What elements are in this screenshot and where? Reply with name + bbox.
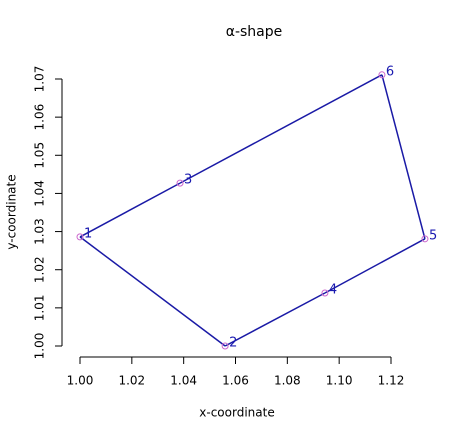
x-tick-label: 1.10 <box>326 374 353 388</box>
point <box>76 233 84 241</box>
y-tick-label: 1.00 <box>33 333 47 360</box>
point <box>176 179 184 187</box>
point-label: 1 <box>84 226 92 241</box>
edge <box>381 74 426 240</box>
y-tick-label: 1.05 <box>33 142 47 169</box>
edge <box>79 236 226 347</box>
chart-title: α-shape <box>226 24 283 40</box>
y-tick-label: 1.06 <box>33 104 47 131</box>
y-tick-label: 1.01 <box>33 294 47 321</box>
y-tick-label: 1.02 <box>33 256 47 283</box>
point-label: 2 <box>229 336 237 351</box>
y-tick-label: 1.07 <box>33 66 47 93</box>
x-tick-label: 1.12 <box>378 374 405 388</box>
x-tick-label: 1.06 <box>222 374 249 388</box>
edge <box>224 292 326 347</box>
x-tick-label: 1.04 <box>170 374 197 388</box>
x-tick-label: 1.02 <box>118 374 145 388</box>
edge <box>324 238 426 294</box>
y-axis-label: y-coordinate <box>5 174 19 249</box>
point <box>378 71 386 79</box>
edge <box>179 74 383 184</box>
point-label: 3 <box>184 173 192 188</box>
point-label: 6 <box>386 64 394 79</box>
y-tick-label: 1.04 <box>33 180 47 207</box>
x-tick-label: 1.00 <box>67 374 94 388</box>
point <box>221 342 229 350</box>
x-axis-label: x-coordinate <box>199 406 274 420</box>
point-label: 4 <box>329 282 337 297</box>
point <box>321 289 329 297</box>
y-tick-label: 1.03 <box>33 218 47 245</box>
x-tick-label: 1.08 <box>274 374 301 388</box>
point-label: 5 <box>429 228 437 243</box>
edge <box>79 182 181 238</box>
point <box>421 235 429 243</box>
